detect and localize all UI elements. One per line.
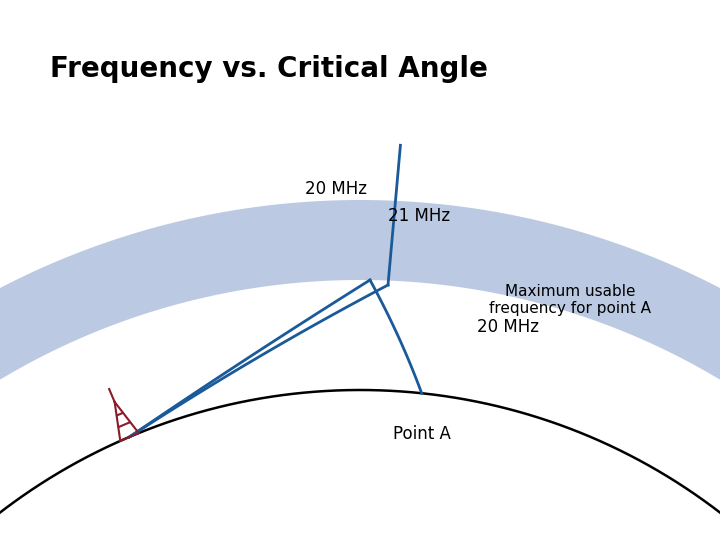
Polygon shape [0, 200, 720, 540]
Text: 20 MHz: 20 MHz [305, 180, 367, 198]
Text: 20 MHz: 20 MHz [477, 318, 539, 336]
Text: Frequency vs. Critical Angle: Frequency vs. Critical Angle [50, 55, 488, 83]
Text: Maximum usable
frequency for point A: Maximum usable frequency for point A [489, 284, 651, 316]
Text: 21 MHz: 21 MHz [388, 207, 450, 225]
Text: Point A: Point A [392, 425, 451, 443]
